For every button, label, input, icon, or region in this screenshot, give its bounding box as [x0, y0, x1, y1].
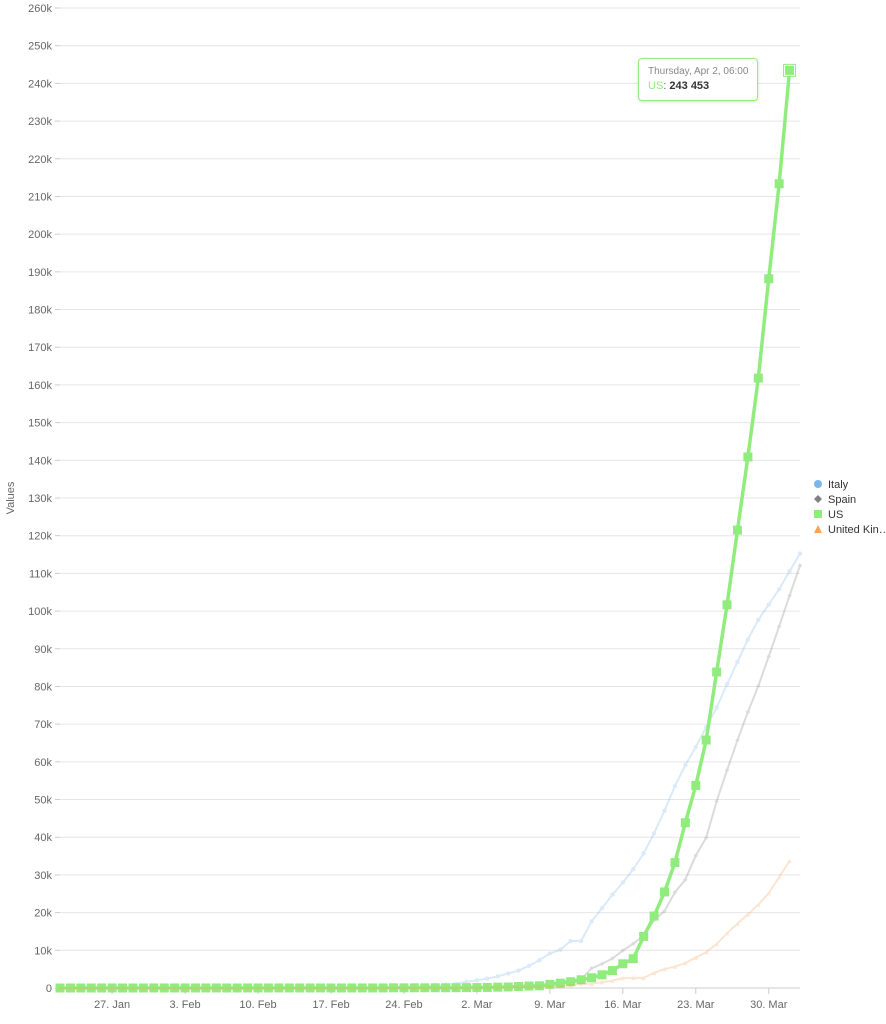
y-tick-label: 30k — [34, 870, 52, 882]
svg-text:Spain: Spain — [828, 494, 856, 506]
y-tick-label: 240k — [28, 78, 52, 90]
y-tick-label: 120k — [28, 531, 52, 543]
chart-container: 0 10k 20k 30k 40k 50k 60k 70k 80k 90k 100k 110k 120k… — [0, 0, 886, 1024]
series-italy[interactable] — [58, 551, 802, 990]
y-tick-label: 110k — [29, 568, 53, 580]
y-tick-label: 210k — [28, 191, 52, 203]
y-tick-label: 160k — [28, 380, 52, 392]
y-tick-label: 150k — [28, 418, 52, 430]
y-tick-label: 50k — [34, 795, 52, 807]
y-tick-label: 190k — [28, 267, 52, 279]
y-tick-label: 250k — [28, 41, 52, 53]
x-tick-label: 2. Mar — [461, 999, 493, 1011]
y-tick-label: 130k — [28, 493, 52, 505]
chart-legend: Italy Spain US United Kin… — [814, 479, 886, 536]
x-tick-label: 27. Jan — [94, 999, 130, 1011]
x-tick-label: 3. Feb — [169, 999, 200, 1011]
y-tick-label: 40k — [34, 832, 52, 844]
series-us[interactable] — [56, 66, 795, 993]
svg-text:Italy: Italy — [828, 479, 849, 491]
legend-item[interactable]: Italy — [814, 479, 849, 491]
y-tick-label: 60k — [34, 757, 52, 769]
x-tick-label: 24. Feb — [385, 999, 422, 1011]
y-tick-label: 20k — [34, 908, 52, 920]
y-tick-label: 180k — [28, 305, 52, 317]
y-tick-label: 70k — [34, 719, 52, 731]
y-tick-label: 220k — [28, 154, 52, 166]
legend-item[interactable]: Spain — [814, 494, 856, 506]
y-tick-label: 170k — [28, 342, 52, 354]
y-tick-label: 230k — [28, 116, 52, 128]
y-tick-label: 260k — [28, 3, 52, 15]
line-chart[interactable]: 0 10k 20k 30k 40k 50k 60k 70k 80k 90k 100k 110k 120k… — [0, 0, 886, 1024]
x-tick-label: 16. Mar — [604, 999, 642, 1011]
x-tick-label: 10. Feb — [239, 999, 276, 1011]
series-spain[interactable] — [58, 563, 802, 990]
series-united-kin-[interactable] — [58, 859, 792, 990]
legend-item[interactable]: United Kin… — [814, 524, 886, 536]
y-tick-label: 80k — [34, 681, 52, 693]
svg-text:US: US — [828, 509, 843, 521]
y-tick-label: 140k — [28, 455, 52, 467]
y-tick-label: 200k — [28, 229, 52, 241]
x-tick-label: 23. Mar — [677, 999, 715, 1011]
x-tick-label: 30. Mar — [750, 999, 788, 1011]
svg-text:United Kin…: United Kin… — [828, 524, 886, 536]
y-axis-title: Values — [5, 481, 17, 514]
y-tick-label: 100k — [28, 606, 52, 618]
y-tick-label: 0 — [46, 983, 52, 995]
y-tick-label: 10k — [34, 945, 52, 957]
x-tick-label: 9. Mar — [534, 999, 566, 1011]
legend-item[interactable]: US — [814, 509, 843, 521]
x-tick-label: 17. Feb — [312, 999, 349, 1011]
y-tick-label: 90k — [34, 644, 52, 656]
